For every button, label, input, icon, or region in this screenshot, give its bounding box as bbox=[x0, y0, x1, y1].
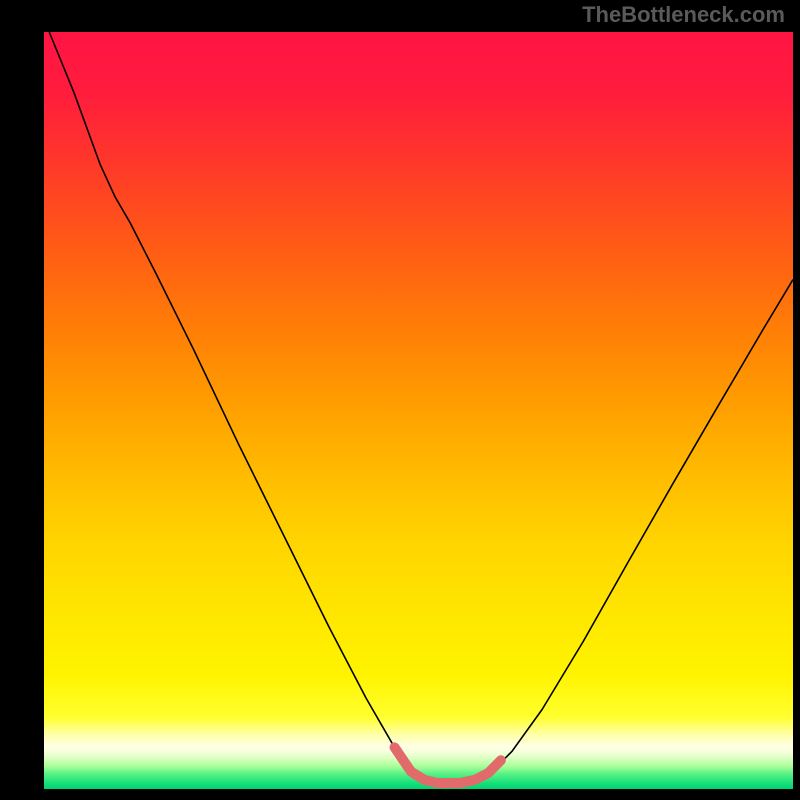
plot-background-gradient bbox=[44, 32, 793, 789]
watermark-text: TheBottleneck.com bbox=[582, 2, 785, 27]
bottleneck-chart: TheBottleneck.com bbox=[0, 0, 800, 800]
